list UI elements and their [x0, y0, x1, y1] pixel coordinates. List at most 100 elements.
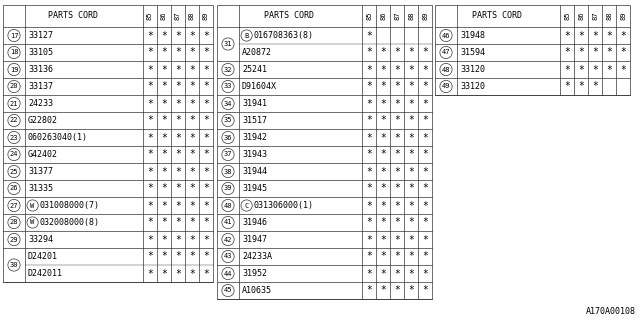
Bar — [435, 5, 630, 95]
Text: *: * — [203, 132, 209, 142]
Text: *: * — [380, 149, 386, 159]
Text: *: * — [408, 149, 414, 159]
Text: *: * — [578, 82, 584, 92]
Text: 87: 87 — [592, 12, 598, 20]
Text: *: * — [394, 132, 400, 142]
Text: 18: 18 — [10, 50, 19, 55]
Text: *: * — [408, 268, 414, 278]
Text: *: * — [394, 166, 400, 177]
Text: 19: 19 — [10, 67, 19, 73]
Text: *: * — [203, 116, 209, 125]
Text: 31: 31 — [224, 41, 232, 47]
Text: *: * — [189, 201, 195, 211]
Text: 36: 36 — [224, 134, 232, 140]
Text: 48: 48 — [442, 67, 451, 73]
Text: W: W — [31, 203, 35, 209]
Text: 46: 46 — [442, 33, 451, 38]
Text: 016708363(8): 016708363(8) — [253, 31, 313, 40]
Text: 49: 49 — [442, 84, 451, 90]
Text: *: * — [147, 166, 153, 177]
Text: 24: 24 — [10, 151, 19, 157]
Text: *: * — [408, 82, 414, 92]
Text: C: C — [244, 203, 249, 209]
Text: *: * — [366, 268, 372, 278]
Text: *: * — [408, 183, 414, 194]
Text: *: * — [366, 235, 372, 244]
Text: *: * — [147, 82, 153, 92]
Text: *: * — [175, 116, 181, 125]
Text: *: * — [161, 268, 167, 278]
Text: *: * — [408, 47, 414, 58]
Text: *: * — [408, 132, 414, 142]
Text: *: * — [366, 252, 372, 261]
Text: 34: 34 — [224, 100, 232, 107]
Text: 27: 27 — [10, 203, 19, 209]
Text: 032008000(8): 032008000(8) — [39, 218, 99, 227]
Text: *: * — [161, 30, 167, 41]
Text: *: * — [175, 149, 181, 159]
Text: D242011: D242011 — [28, 269, 63, 278]
Text: *: * — [189, 149, 195, 159]
Text: 031306000(1): 031306000(1) — [253, 201, 313, 210]
Text: 88: 88 — [408, 12, 414, 20]
Text: 23: 23 — [10, 134, 19, 140]
Text: 17: 17 — [10, 33, 19, 38]
Text: *: * — [380, 201, 386, 211]
Text: *: * — [366, 149, 372, 159]
Text: *: * — [147, 252, 153, 261]
Text: *: * — [564, 65, 570, 75]
Text: *: * — [380, 183, 386, 194]
Text: 88: 88 — [606, 12, 612, 20]
Text: *: * — [203, 235, 209, 244]
Text: *: * — [422, 132, 428, 142]
Text: 86: 86 — [380, 12, 386, 20]
Text: *: * — [394, 252, 400, 261]
Text: *: * — [366, 218, 372, 228]
Text: *: * — [422, 235, 428, 244]
Text: 33120: 33120 — [460, 65, 485, 74]
Text: *: * — [394, 149, 400, 159]
Text: PARTS CORD: PARTS CORD — [472, 12, 522, 20]
Text: *: * — [422, 285, 428, 295]
Text: 31943: 31943 — [242, 150, 267, 159]
Text: *: * — [422, 65, 428, 75]
Text: *: * — [203, 218, 209, 228]
Text: *: * — [175, 47, 181, 58]
Text: *: * — [175, 82, 181, 92]
Text: A10635: A10635 — [242, 286, 272, 295]
Text: *: * — [175, 30, 181, 41]
Text: *: * — [592, 47, 598, 58]
Text: *: * — [408, 65, 414, 75]
Text: *: * — [620, 30, 626, 41]
Text: 33294: 33294 — [28, 235, 53, 244]
Text: *: * — [366, 116, 372, 125]
Text: *: * — [161, 183, 167, 194]
Text: 31944: 31944 — [242, 167, 267, 176]
Text: *: * — [147, 218, 153, 228]
Text: 43: 43 — [224, 253, 232, 260]
Text: 26: 26 — [10, 186, 19, 191]
Text: *: * — [422, 149, 428, 159]
Text: 31952: 31952 — [242, 269, 267, 278]
Text: *: * — [564, 47, 570, 58]
Text: *: * — [203, 82, 209, 92]
Text: *: * — [380, 218, 386, 228]
Text: *: * — [366, 201, 372, 211]
Text: 89: 89 — [203, 12, 209, 20]
Text: *: * — [147, 30, 153, 41]
Text: PARTS CORD: PARTS CORD — [264, 12, 314, 20]
Text: *: * — [564, 82, 570, 92]
Text: *: * — [592, 82, 598, 92]
Text: 060263040(1): 060263040(1) — [28, 133, 88, 142]
Text: *: * — [175, 183, 181, 194]
Text: 31942: 31942 — [242, 133, 267, 142]
Text: *: * — [189, 47, 195, 58]
Text: *: * — [175, 132, 181, 142]
Text: *: * — [366, 166, 372, 177]
Text: *: * — [380, 268, 386, 278]
Text: 35: 35 — [224, 117, 232, 124]
Text: 86: 86 — [161, 12, 167, 20]
Text: *: * — [394, 235, 400, 244]
Text: *: * — [380, 116, 386, 125]
Text: 33120: 33120 — [460, 82, 485, 91]
